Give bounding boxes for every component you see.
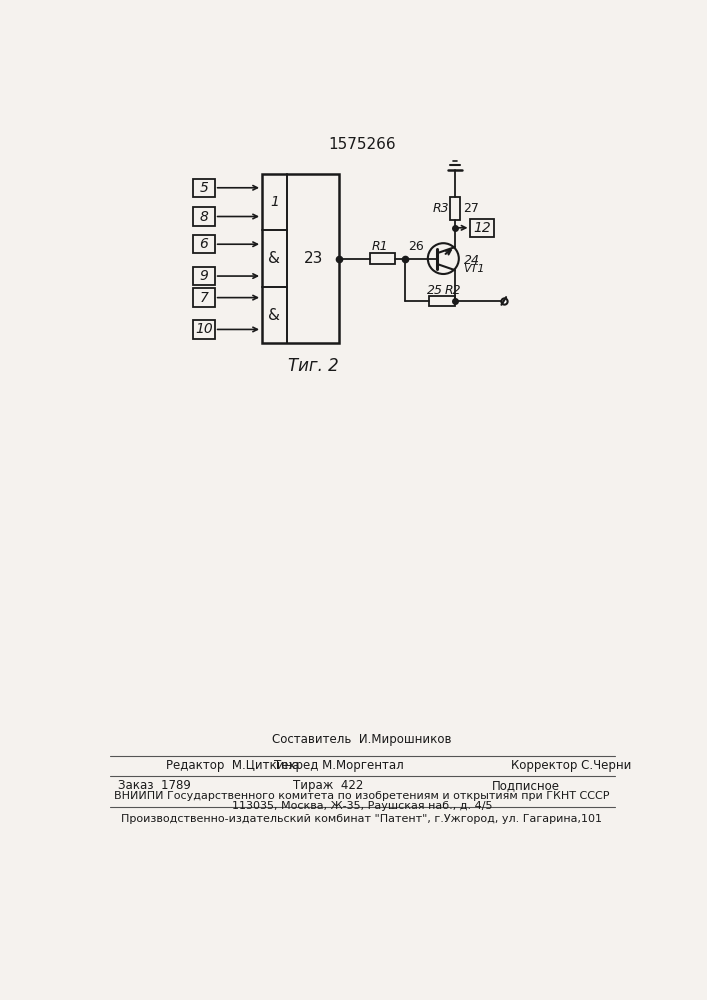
Bar — [262, 174, 339, 343]
Text: Подписное: Подписное — [491, 779, 559, 792]
Text: 8: 8 — [199, 210, 209, 224]
Bar — [428, 296, 455, 306]
Text: 5: 5 — [199, 181, 209, 195]
Text: R2: R2 — [445, 284, 462, 297]
Text: Тираж  422: Тираж 422 — [293, 779, 364, 792]
Text: Составитель  И.Мирошников: Составитель И.Мирошников — [272, 733, 452, 746]
Text: 10: 10 — [195, 322, 213, 336]
Text: 26: 26 — [408, 240, 423, 253]
Text: 9: 9 — [199, 269, 209, 283]
Text: 7: 7 — [199, 291, 209, 305]
Text: 1575266: 1575266 — [328, 137, 396, 152]
Text: 113035, Москва, Ж-35, Раушская наб., д. 4/5: 113035, Москва, Ж-35, Раушская наб., д. … — [232, 801, 492, 811]
Text: 27: 27 — [464, 202, 479, 215]
Text: 25: 25 — [427, 284, 443, 297]
Text: Τиг. 2: Τиг. 2 — [288, 357, 339, 375]
Bar — [450, 197, 460, 220]
Text: Производственно-издательский комбинат "Патент", г.Ужгород, ул. Гагарина,101: Производственно-издательский комбинат "П… — [122, 814, 602, 824]
Text: &: & — [269, 251, 281, 266]
Bar — [193, 207, 215, 226]
Text: 1: 1 — [270, 195, 279, 209]
Text: VT1: VT1 — [464, 264, 485, 274]
Text: Техред М.Моргентал: Техред М.Моргентал — [274, 759, 404, 772]
Text: R1: R1 — [372, 240, 389, 253]
Text: R3: R3 — [433, 202, 449, 215]
Text: 12: 12 — [473, 221, 491, 235]
Text: Заказ  1789: Заказ 1789 — [118, 779, 191, 792]
Bar — [193, 235, 215, 253]
Text: 23: 23 — [303, 251, 323, 266]
Bar — [193, 267, 215, 285]
Bar — [370, 253, 395, 264]
Bar — [193, 320, 215, 339]
Bar — [470, 219, 493, 237]
Text: Редактор  М.Циткина: Редактор М.Циткина — [166, 759, 299, 772]
Text: 6: 6 — [199, 237, 209, 251]
Bar — [193, 179, 215, 197]
Text: Корректор С.Черни: Корректор С.Черни — [510, 759, 631, 772]
Text: 24: 24 — [464, 254, 479, 267]
Text: &: & — [269, 308, 281, 323]
Bar — [193, 288, 215, 307]
Text: ВНИИПИ Государственного комитета по изобретениям и открытиям при ГКНТ СССР: ВНИИПИ Государственного комитета по изоб… — [115, 791, 609, 801]
